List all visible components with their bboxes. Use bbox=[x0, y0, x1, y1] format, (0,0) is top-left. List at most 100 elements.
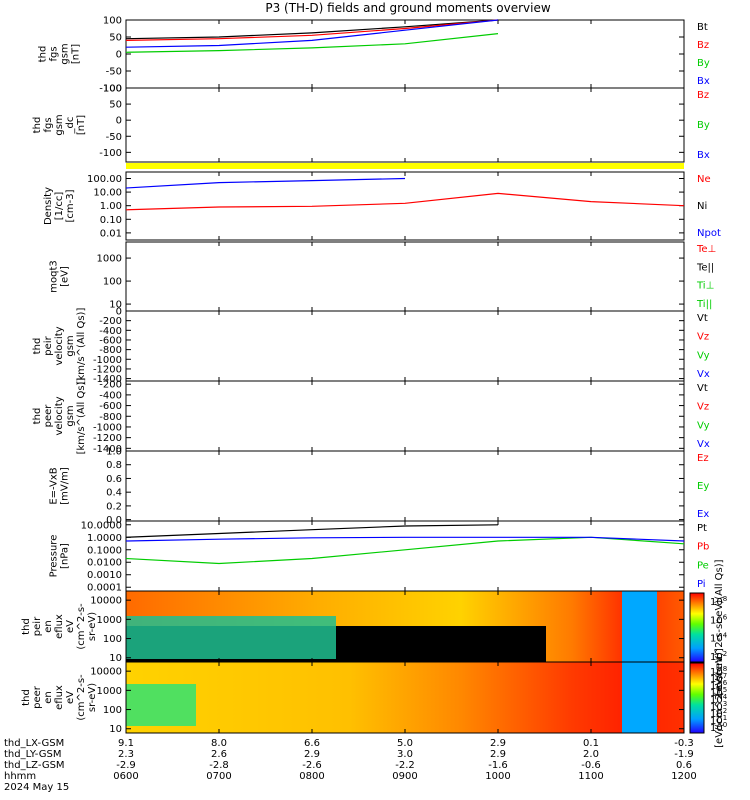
legend-Te⊥: Te⊥ bbox=[696, 244, 716, 255]
legend-Ez: Ez bbox=[697, 453, 709, 464]
y-axis-label: [1/cc] bbox=[54, 192, 65, 221]
tick-label: 107 bbox=[710, 672, 727, 685]
y-tick-label: 100 bbox=[103, 705, 122, 716]
series-Pi bbox=[125, 536, 685, 542]
panel-fgs_dc: 100 50 0 -50 -100 thd fgs gsm _dc [nT] Bz By Bx bbox=[32, 84, 710, 163]
y-tick-label: 100 bbox=[103, 277, 122, 288]
y-axis-label: peir bbox=[32, 616, 43, 636]
y-axis-label: [km/s^(All Qs)] bbox=[76, 308, 87, 385]
y-axis-label: Density bbox=[43, 187, 54, 225]
y-axis-label: eV bbox=[65, 691, 76, 704]
y-tick-label: -800 bbox=[99, 345, 122, 356]
tick-label: 102 bbox=[710, 707, 727, 720]
legend-Te||: Te|| bbox=[696, 262, 714, 273]
axis-row-label: thd_LZ-GSM bbox=[4, 760, 65, 771]
y-axis-label: sr-eV) bbox=[87, 612, 98, 641]
panel-ion_spec: 10000 1000 100 10 thd peir en eflux eV (cm^2-s-sr… bbox=[21, 590, 685, 664]
legend-Vy: Vy bbox=[697, 420, 710, 431]
x-tick-lx: 6.6 bbox=[304, 738, 320, 749]
y-axis-label: eV bbox=[65, 620, 76, 633]
y-axis-label: peer bbox=[32, 685, 43, 709]
legend-By: By bbox=[697, 120, 710, 131]
y-tick-label: 10 bbox=[109, 300, 122, 311]
y-tick-label: -200 bbox=[99, 316, 122, 327]
x-tick-lz: -2.8 bbox=[209, 760, 229, 771]
y-tick-label: -100 bbox=[99, 148, 122, 159]
y-axis-label: [nT] bbox=[76, 115, 87, 135]
cold-plasma-band bbox=[622, 662, 657, 733]
legend-Pi: Pi bbox=[697, 579, 706, 590]
y-tick-label: 1000 bbox=[97, 686, 122, 697]
panel-frame bbox=[125, 241, 685, 312]
y-axis-label: fgs bbox=[49, 46, 60, 61]
y-tick-label: 10 bbox=[109, 724, 122, 735]
y-tick-label: 0.0010 bbox=[87, 570, 122, 581]
y-tick-label: 50 bbox=[109, 100, 122, 111]
tick-label: 101 bbox=[710, 714, 727, 727]
y-axis-label: thd bbox=[32, 408, 43, 425]
x-tick-lx: 2.9 bbox=[490, 738, 506, 749]
legend-Vt: Vt bbox=[697, 383, 708, 394]
y-tick-label: 0.2 bbox=[106, 501, 122, 512]
y-axis-label: sr-eV) bbox=[87, 683, 98, 712]
x-tick-lx: 9.1 bbox=[118, 738, 134, 749]
y-tick-label: 0.0100 bbox=[87, 558, 122, 569]
y-tick-label: 10.00 bbox=[93, 188, 122, 199]
legend-Ni: Ni bbox=[697, 201, 707, 212]
legend-Vy: Vy bbox=[697, 350, 710, 361]
series-By bbox=[125, 33, 499, 53]
y-axis-label: (cm^2-s- bbox=[76, 603, 87, 650]
x-tick-time: 0700 bbox=[206, 771, 231, 782]
y-tick-label: 1.0 bbox=[106, 447, 122, 458]
legend-Ti||: Ti|| bbox=[696, 299, 712, 310]
colorbar-title: [eV/(cm^2-s-sr-eV)] bbox=[714, 648, 725, 748]
x-tick-time: 0600 bbox=[113, 771, 138, 782]
panel-frame bbox=[125, 450, 685, 522]
panel-ve: -200-400-600-800-1000-1200-1400 thd peer ve… bbox=[32, 378, 710, 455]
y-axis-label: gsm bbox=[65, 335, 76, 356]
y-tick-label: -600 bbox=[99, 335, 122, 346]
legend-Npot: Npot bbox=[697, 228, 721, 239]
panel-frame bbox=[125, 380, 685, 452]
y-tick-label: 100 bbox=[103, 634, 122, 645]
y-axis-label: en bbox=[43, 620, 54, 633]
y-axis-label: [km/s^(All Qs)] bbox=[76, 378, 87, 455]
axis-row-label: thd_LY-GSM bbox=[4, 749, 61, 760]
y-tick-label: -800 bbox=[99, 412, 122, 423]
y-tick-label: -1400 bbox=[93, 444, 122, 455]
series-Npot bbox=[125, 177, 406, 189]
y-tick-label: -100 bbox=[99, 84, 122, 95]
y-axis-label: velocity bbox=[54, 326, 65, 365]
legend-Pb: Pb bbox=[697, 542, 709, 553]
axis-row-label: 2024 May 15 bbox=[4, 782, 69, 793]
colorbar-0 bbox=[689, 592, 705, 663]
y-tick-label: 1000 bbox=[97, 254, 122, 265]
y-axis-label: peir bbox=[43, 335, 54, 355]
legend-Vx: Vx bbox=[697, 369, 710, 380]
x-tick-ly: 2.6 bbox=[211, 749, 227, 760]
legend-Vx: Vx bbox=[697, 439, 710, 450]
y-tick-label: 0 bbox=[116, 116, 122, 127]
y-tick-label: 1.00 bbox=[100, 201, 122, 212]
legend-Ti⊥: Ti⊥ bbox=[696, 281, 714, 292]
series-Bx bbox=[125, 19, 499, 48]
x-tick-lx: -0.3 bbox=[674, 738, 694, 749]
tick-label: 103 bbox=[710, 700, 727, 713]
x-tick-lx: 5.0 bbox=[397, 738, 413, 749]
y-axis-label: [nPa] bbox=[60, 543, 71, 569]
panel-temp: 1000 100 10 moqt3 [eV] Te⊥ Te|| Ti⊥ Ti|| bbox=[49, 241, 716, 312]
tick-label: 108 bbox=[710, 595, 727, 608]
electron-population bbox=[126, 684, 196, 726]
y-tick-label: 100 bbox=[103, 16, 122, 27]
y-axis-label: eflux bbox=[54, 685, 65, 710]
y-tick-label: 100.00 bbox=[87, 174, 122, 185]
legend-Bz: Bz bbox=[697, 90, 709, 101]
y-tick-label: -1400 bbox=[93, 374, 122, 385]
colorbar-title: [eV/(cm^2-s-sr-eV)(All Qs)] bbox=[714, 559, 725, 695]
tick-label: 100 bbox=[710, 721, 727, 734]
y-tick-label: 0.0001 bbox=[87, 583, 122, 594]
y-tick-label: 10.0000 bbox=[81, 520, 122, 531]
y-tick-label: 0.10 bbox=[100, 215, 122, 226]
